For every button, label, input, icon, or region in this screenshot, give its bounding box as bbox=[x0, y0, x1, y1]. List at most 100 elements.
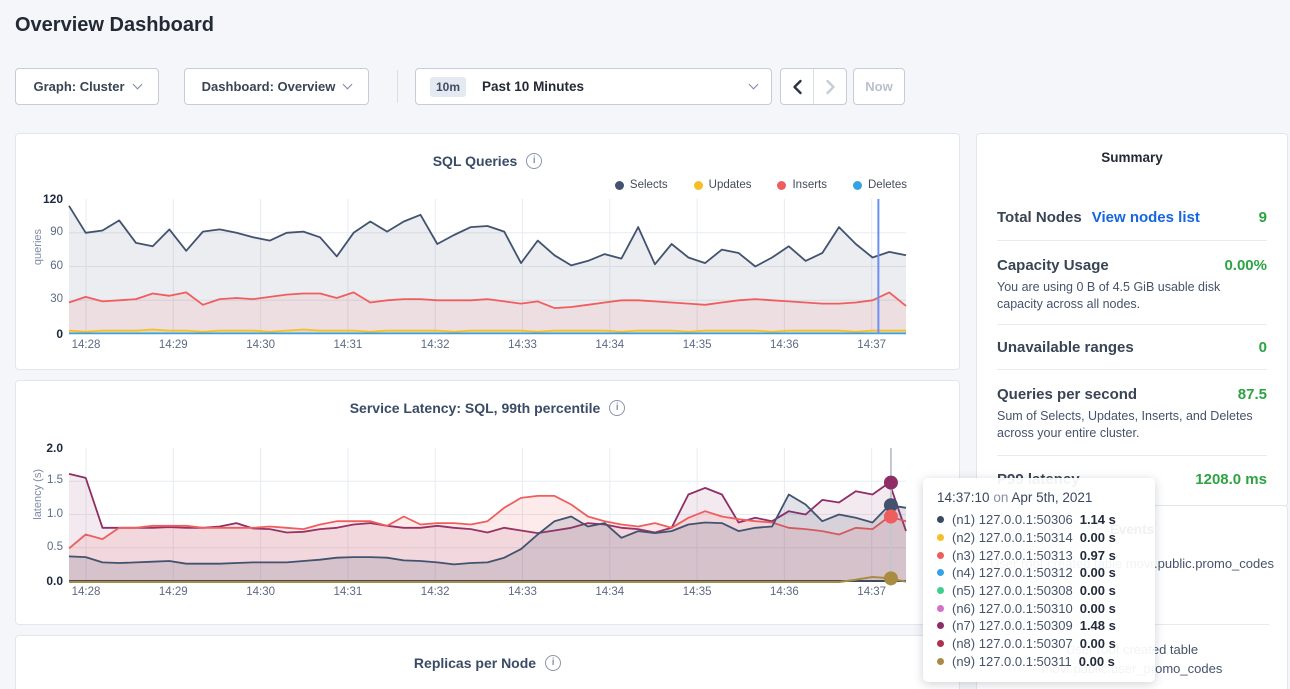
summary-value: 0.00% bbox=[1224, 257, 1267, 274]
chart-title-replicas: Replicas per Node bbox=[414, 655, 536, 671]
x-axis-tick: 14:33 bbox=[493, 586, 553, 598]
tooltip-timestamp: 14:37:10 on Apr 5th, 2021 bbox=[937, 490, 1141, 505]
tooltip-row: (n8) 127.0.0.1:503070.00 s bbox=[937, 635, 1141, 653]
replicas-per-node-card: Replicas per Node i bbox=[15, 635, 960, 689]
graph-dropdown-label: Graph: Cluster bbox=[33, 79, 124, 94]
x-axis-tick: 14:31 bbox=[318, 339, 378, 351]
summary-description: Sum of Selects, Updates, Inserts, and De… bbox=[997, 408, 1267, 442]
info-icon[interactable]: i bbox=[526, 153, 542, 169]
x-axis-tick: 14:29 bbox=[143, 339, 203, 351]
summary-label: Capacity Usage bbox=[997, 257, 1109, 274]
summary-row-capacity-usage: Capacity Usage 0.00% You are using 0 B o… bbox=[997, 240, 1267, 324]
y-axis-tick: 0.5 bbox=[25, 541, 63, 553]
x-axis-tick: 14:37 bbox=[842, 586, 902, 598]
x-axis-tick: 14:35 bbox=[667, 339, 727, 351]
summary-value: 0 bbox=[1259, 339, 1267, 356]
legend-dot bbox=[777, 181, 786, 190]
y-axis-tick: 60 bbox=[25, 260, 63, 272]
x-axis-tick: 14:36 bbox=[754, 339, 814, 351]
tooltip-row: (n3) 127.0.0.1:503130.97 s bbox=[937, 546, 1141, 564]
x-axis-tick: 14:28 bbox=[56, 339, 116, 351]
tooltip-row: (n1) 127.0.0.1:503061.14 s bbox=[937, 511, 1141, 529]
x-axis-tick: 14:30 bbox=[231, 339, 291, 351]
chart-tooltip: 14:37:10 on Apr 5th, 2021 (n1) 127.0.0.1… bbox=[923, 478, 1155, 682]
time-range-badge: 10m bbox=[430, 77, 466, 97]
summary-description: You are using 0 B of 4.5 GiB usable disk… bbox=[997, 279, 1267, 313]
y-axis-tick: 90 bbox=[25, 226, 63, 238]
legend-item: Deletes bbox=[853, 179, 907, 191]
series-color-dot bbox=[937, 534, 944, 541]
summary-title: Summary bbox=[997, 134, 1267, 165]
x-axis-tick: 14:33 bbox=[493, 339, 553, 351]
time-step-buttons bbox=[780, 68, 847, 105]
x-axis-tick: 14:31 bbox=[318, 586, 378, 598]
service-latency-plot[interactable]: 0.00.51.01.52.014:2814:2914:3014:3114:32… bbox=[69, 448, 906, 581]
series-color-dot bbox=[937, 516, 944, 523]
chart-title-service-latency: Service Latency: SQL, 99th percentile bbox=[350, 400, 601, 416]
summary-row-unavailable-ranges: Unavailable ranges 0 bbox=[997, 324, 1267, 369]
summary-panel: Summary Total Nodes View nodes list 9 Ca… bbox=[976, 133, 1288, 507]
legend-item: Updates bbox=[694, 179, 752, 191]
y-axis-tick: 1.0 bbox=[25, 508, 63, 520]
now-button[interactable]: Now bbox=[853, 68, 905, 105]
summary-value: 1208.0 ms bbox=[1195, 471, 1267, 488]
tooltip-row: (n5) 127.0.0.1:503080.00 s bbox=[937, 582, 1141, 600]
summary-label: Unavailable ranges bbox=[997, 339, 1134, 356]
tooltip-rows: (n1) 127.0.0.1:503061.14 s(n2) 127.0.0.1… bbox=[937, 511, 1141, 670]
summary-row-queries-per-second: Queries per second 87.5 Sum of Selects, … bbox=[997, 369, 1267, 455]
chart-title-sql-queries: SQL Queries bbox=[433, 153, 518, 169]
tooltip-row: (n4) 127.0.0.1:503120.00 s bbox=[937, 564, 1141, 582]
tooltip-row: (n2) 127.0.0.1:503140.00 s bbox=[937, 529, 1141, 547]
tooltip-row: (n6) 127.0.0.1:503100.00 s bbox=[937, 599, 1141, 617]
x-axis-tick: 14:34 bbox=[580, 339, 640, 351]
x-axis-tick: 14:35 bbox=[667, 586, 727, 598]
chevron-left-icon bbox=[792, 79, 803, 95]
x-axis-tick: 14:32 bbox=[405, 586, 465, 598]
x-axis-tick: 14:34 bbox=[580, 586, 640, 598]
series-color-dot bbox=[937, 622, 944, 629]
x-axis-tick: 14:32 bbox=[405, 339, 465, 351]
x-axis-tick: 14:29 bbox=[143, 586, 203, 598]
x-axis-tick: 14:37 bbox=[842, 339, 902, 351]
x-axis-tick: 14:36 bbox=[754, 586, 814, 598]
summary-row-total-nodes: Total Nodes View nodes list 9 bbox=[997, 195, 1267, 240]
dashboard-dropdown[interactable]: Dashboard: Overview bbox=[184, 68, 369, 105]
legend-dot bbox=[615, 181, 624, 190]
chevron-down-icon bbox=[749, 80, 759, 90]
series-color-dot bbox=[937, 605, 944, 612]
view-nodes-list-link[interactable]: View nodes list bbox=[1092, 209, 1200, 226]
sql-queries-plot[interactable]: 030609012014:2814:2914:3014:3114:3214:33… bbox=[69, 199, 906, 334]
sql-queries-card: SQL Queries i Selects Updates Inserts Delete… bbox=[15, 133, 960, 370]
tooltip-row: (n7) 127.0.0.1:503091.48 s bbox=[937, 617, 1141, 635]
series-color-dot bbox=[937, 640, 944, 647]
tooltip-row: (n9) 127.0.0.1:503110.00 s bbox=[937, 653, 1141, 671]
graph-dropdown[interactable]: Graph: Cluster bbox=[15, 68, 159, 105]
legend-dot bbox=[694, 181, 703, 190]
series-color-dot bbox=[937, 552, 944, 559]
chevron-down-icon bbox=[132, 80, 142, 90]
legend-dot bbox=[853, 181, 862, 190]
legend-item: Selects bbox=[615, 179, 668, 191]
service-latency-card: Service Latency: SQL, 99th percentilei l… bbox=[15, 380, 960, 625]
series-color-dot bbox=[937, 569, 944, 576]
x-axis-tick: 14:30 bbox=[231, 586, 291, 598]
previous-range-button[interactable] bbox=[781, 69, 814, 104]
dashboard-dropdown-label: Dashboard: Overview bbox=[202, 79, 336, 94]
x-axis-tick: 14:28 bbox=[56, 586, 116, 598]
controls-divider bbox=[397, 70, 398, 103]
summary-label: Total Nodes bbox=[997, 209, 1082, 226]
summary-label: Queries per second bbox=[997, 386, 1137, 403]
time-range-label: Past 10 Minutes bbox=[482, 79, 584, 94]
next-range-button[interactable] bbox=[814, 69, 846, 104]
summary-value: 87.5 bbox=[1238, 386, 1267, 403]
y-axis-tick: 2.0 bbox=[25, 441, 63, 455]
legend-item: Inserts bbox=[777, 179, 827, 191]
info-icon[interactable]: i bbox=[609, 400, 625, 416]
chart-legend: Selects Updates Inserts Deletes bbox=[615, 179, 907, 191]
y-axis-tick: 120 bbox=[25, 192, 63, 206]
chevron-right-icon bbox=[825, 79, 836, 95]
y-axis-tick: 30 bbox=[25, 293, 63, 305]
series-color-dot bbox=[937, 587, 944, 594]
info-icon[interactable]: i bbox=[545, 655, 561, 671]
time-range-selector[interactable]: 10m Past 10 Minutes bbox=[415, 68, 772, 105]
